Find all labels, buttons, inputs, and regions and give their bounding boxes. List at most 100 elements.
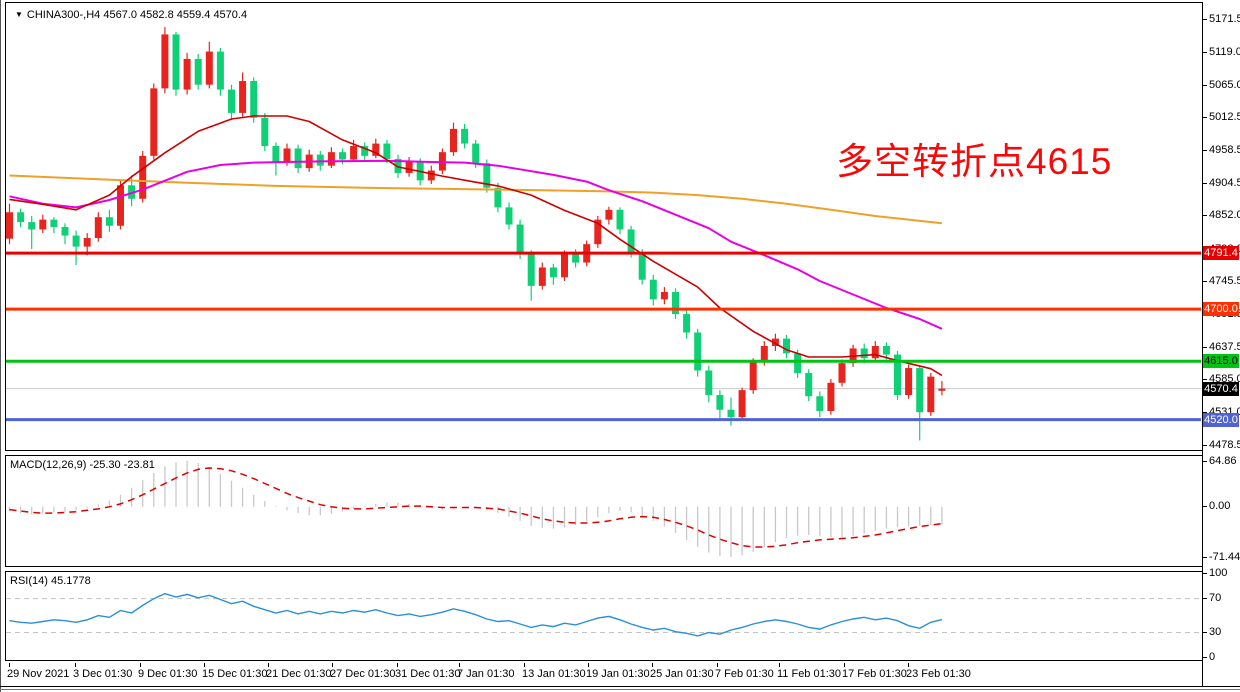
macd-axis-label-tick [1202, 506, 1207, 508]
candle-body [172, 34, 180, 90]
candle-body [261, 117, 269, 147]
price-axis-label: 4478.5 [1209, 438, 1240, 451]
candle-body [150, 88, 158, 156]
price-axis-label: 4637.5 [1209, 341, 1240, 353]
candle-body [871, 345, 879, 359]
candle-body [327, 152, 335, 166]
price-axis-label: 4958.5 [1209, 144, 1240, 157]
price-axis-label-tick [1202, 84, 1207, 86]
candle-body [760, 345, 768, 362]
candle-body [927, 376, 935, 413]
time-axis-label: 9 Dec 01:30 [138, 668, 198, 680]
time-axis-tick [75, 663, 76, 667]
price-badge: 4520.0 [1203, 412, 1239, 427]
rsi-line [9, 592, 943, 637]
collapse-arrow-icon[interactable]: ▼ [15, 10, 23, 19]
candle-body [50, 219, 58, 227]
candle-body [538, 267, 546, 286]
time-axis-label: 7 Feb 01:30 [715, 668, 774, 680]
time-axis-tick [459, 663, 460, 667]
time-axis-label: 3 Dec 01:30 [73, 668, 133, 680]
candle-body [882, 345, 890, 355]
time-axis-label: 29 Nov 2021 [7, 668, 70, 680]
candle-body [683, 314, 691, 333]
candle-body [472, 143, 480, 164]
candle-body [705, 370, 713, 396]
time-axis-tick [844, 663, 845, 667]
annotation-text: 多空转折点4615 [836, 141, 1113, 182]
macd-canvas[interactable] [6, 456, 1201, 566]
price-chart-panel[interactable]: ▼ CHINA300-,H4 4567.0 4582.8 4559.4 4570.… [5, 2, 1202, 451]
price-badge: 4791.4 [1203, 246, 1239, 261]
price-axis-label: 5119.0 [1209, 45, 1240, 58]
candle-body [594, 219, 602, 245]
candle-body [83, 238, 91, 247]
time-axis-tick [588, 663, 589, 667]
candle-body [694, 332, 702, 371]
rsi-axis-label: 70 [1209, 592, 1222, 605]
candle-body [549, 267, 557, 278]
time-axis-tick [717, 663, 718, 667]
candle-body [61, 226, 69, 236]
time-axis-tick [397, 663, 398, 667]
macd-axis-label: -71.44 [1209, 550, 1240, 563]
time-axis-tick [268, 663, 269, 667]
candle-body [294, 148, 302, 169]
candle-body [771, 338, 779, 346]
rsi-axis-label-tick [1202, 598, 1207, 600]
candle-body [383, 143, 391, 159]
time-axis[interactable]: 29 Nov 2021 3 Dec 01:30 9 Dec 01:30 15 Dec … [0, 663, 1240, 686]
macd-axis-label-tick [1202, 556, 1207, 558]
rsi-canvas[interactable] [6, 572, 1201, 660]
window-left-border-inner [0, 0, 1, 692]
time-axis-label: 7 Jan 01:30 [457, 668, 515, 680]
candle-body [372, 143, 380, 156]
price-axis-label-tick [1202, 379, 1207, 381]
candle-body [6, 212, 13, 239]
candle-body [649, 279, 657, 300]
candle-body [194, 58, 202, 85]
candle-body [94, 217, 102, 239]
macd-panel[interactable]: MACD(12,26,9) -25.30 -23.81 [5, 455, 1202, 567]
candle-body [616, 209, 624, 230]
price-axis-label-tick [1202, 444, 1207, 446]
candle-body [39, 219, 47, 230]
price-axis-label-tick [1202, 347, 1207, 348]
rsi-panel[interactable]: RSI(14) 45.1778 [5, 571, 1202, 661]
price-badge: 4700.0 [1203, 302, 1239, 317]
candle-body [461, 128, 469, 144]
candle-body [205, 51, 213, 85]
candle-body [783, 338, 790, 354]
time-axis-label: 31 Dec 01:30 [395, 668, 461, 680]
candle-body [905, 368, 913, 396]
candle-body [894, 354, 901, 396]
time-axis-label: 23 Feb 01:30 [906, 668, 971, 680]
price-axis-label-tick [1202, 183, 1207, 185]
macd-axis-label-tick [1202, 460, 1207, 462]
rsi-axis-label-tick [1202, 572, 1207, 574]
candle-body [139, 155, 147, 199]
candle-body [105, 217, 113, 226]
candle-body [228, 89, 235, 113]
rsi-axis-label-tick [1202, 632, 1207, 633]
candle-body [816, 396, 824, 411]
candle-body [838, 363, 846, 383]
candle-body [749, 361, 757, 391]
candlestick-canvas[interactable] [6, 3, 1201, 450]
rsi-axis-label: 0 [1209, 651, 1216, 664]
candle-body [405, 161, 413, 174]
time-axis-tick [779, 663, 780, 667]
time-axis-label: 25 Jan 01:30 [650, 668, 714, 680]
candle-body [827, 382, 835, 411]
candle-body [638, 252, 646, 280]
candle-body [561, 253, 568, 278]
candle-body [117, 185, 124, 226]
ma-fast-red [9, 115, 943, 377]
price-axis-label: 5171.5 [1209, 13, 1240, 26]
rsi-label: RSI(14) 45.1778 [10, 575, 91, 587]
candle-body [860, 348, 868, 359]
candle-body [483, 163, 491, 188]
candle-body [216, 51, 224, 90]
price-axis-label-tick [1202, 51, 1207, 53]
candle-body [183, 58, 191, 90]
